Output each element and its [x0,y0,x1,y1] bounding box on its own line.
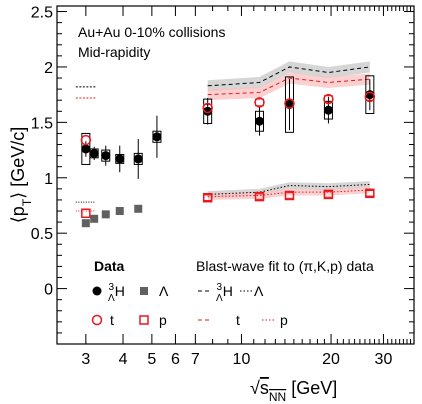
lambda-point [90,214,99,223]
legend-fit-lambda-label: Λ [254,283,264,299]
x-tick-label: 10 [233,351,251,368]
annotation-rapidity: Mid-rapidity [78,44,150,60]
proton-point [202,192,213,203]
y-axis-label: ⟨pT⟩ [GeV/c] [8,127,34,223]
proton-point [323,189,334,200]
x-tick-label: 6 [171,351,180,368]
triton-point [323,93,334,105]
proton-point [365,188,375,199]
hypertriton-point [323,105,333,115]
y-tick-label: 1.5 [31,115,53,132]
hypertriton-point [203,106,213,116]
proton-point [81,208,91,218]
hypertriton-point [101,151,111,161]
x-tick-label: 30 [375,351,393,368]
legend-triton-label: t [110,312,114,328]
triton-point [284,98,295,109]
proton-point [284,190,295,201]
x-tick-label: 20 [322,351,340,368]
hypertriton-point [133,154,143,164]
hypertriton-point [89,148,99,158]
triton-sys-box [255,98,265,107]
legend-fit-hypertriton-label: 3 ΛH [216,282,233,304]
triton-point [202,102,213,114]
lambda-point [101,210,110,219]
x-tick-label: 3 [81,351,90,368]
triton-point [364,91,376,103]
hypertriton-point [81,144,91,154]
legend-proton-marker [139,315,149,325]
y-tick-label: 2 [44,60,53,77]
legend-hypertriton-marker [92,286,102,296]
y-tick-label: 0 [44,282,53,299]
legend-fit-triton-label: t [236,312,240,328]
triton-point [80,134,92,146]
legend: Data Blast-wave fit to (π,K,p) data 3 ΛH Λ… [91,258,374,328]
x-axis-label: √sNN [GeV] [250,378,337,404]
fit-lines [75,66,370,212]
svg-text:√sNN [GeV]: √sNN [GeV] [250,378,337,404]
legend-fit-header: Blast-wave fit to (π,K,p) data [196,258,374,274]
axes: 0 0.5 1 1.5 2 2.5 3 4 5 6 7 10 20 30 [31,5,414,368]
fit-triton-band [207,72,370,101]
legend-hypertriton-label: 3 ΛH [108,282,125,304]
fit-bands [207,61,370,200]
legend-fit-proton-label: p [280,312,288,328]
legend-lambda-marker [140,287,148,295]
y-tick-label: 0.5 [31,226,53,243]
x-tick-label: 4 [119,351,128,368]
legend-lambda-label: Λ [159,283,169,299]
x-tick-label: 5 [147,351,156,368]
annotation-collisions: Au+Au 0-10% collisions [78,24,225,40]
legend-proton-label: p [159,312,167,328]
fit-hypertriton-line [207,66,370,87]
x-tick-label: 7 [191,351,200,368]
y-tick-label: 2.5 [31,5,53,22]
hypertriton-point [115,154,125,164]
lambda-point [81,219,90,228]
fit-triton-line [207,77,370,96]
legend-triton-marker [91,314,103,326]
legend-data-header: Data [94,258,125,274]
data-markers [80,90,376,228]
svg-text:⟨pT⟩ [GeV/c]: ⟨pT⟩ [GeV/c] [8,127,34,223]
hypertriton-point [152,132,162,142]
plot-frame [56,5,415,345]
lambda-point [134,204,143,213]
lambda-point [115,207,124,216]
y-tick-label: 1 [44,171,53,188]
hypertriton-point [255,116,265,126]
proton-point [254,191,265,202]
fit-hypertriton-band [207,61,370,92]
triton-point [254,97,265,108]
